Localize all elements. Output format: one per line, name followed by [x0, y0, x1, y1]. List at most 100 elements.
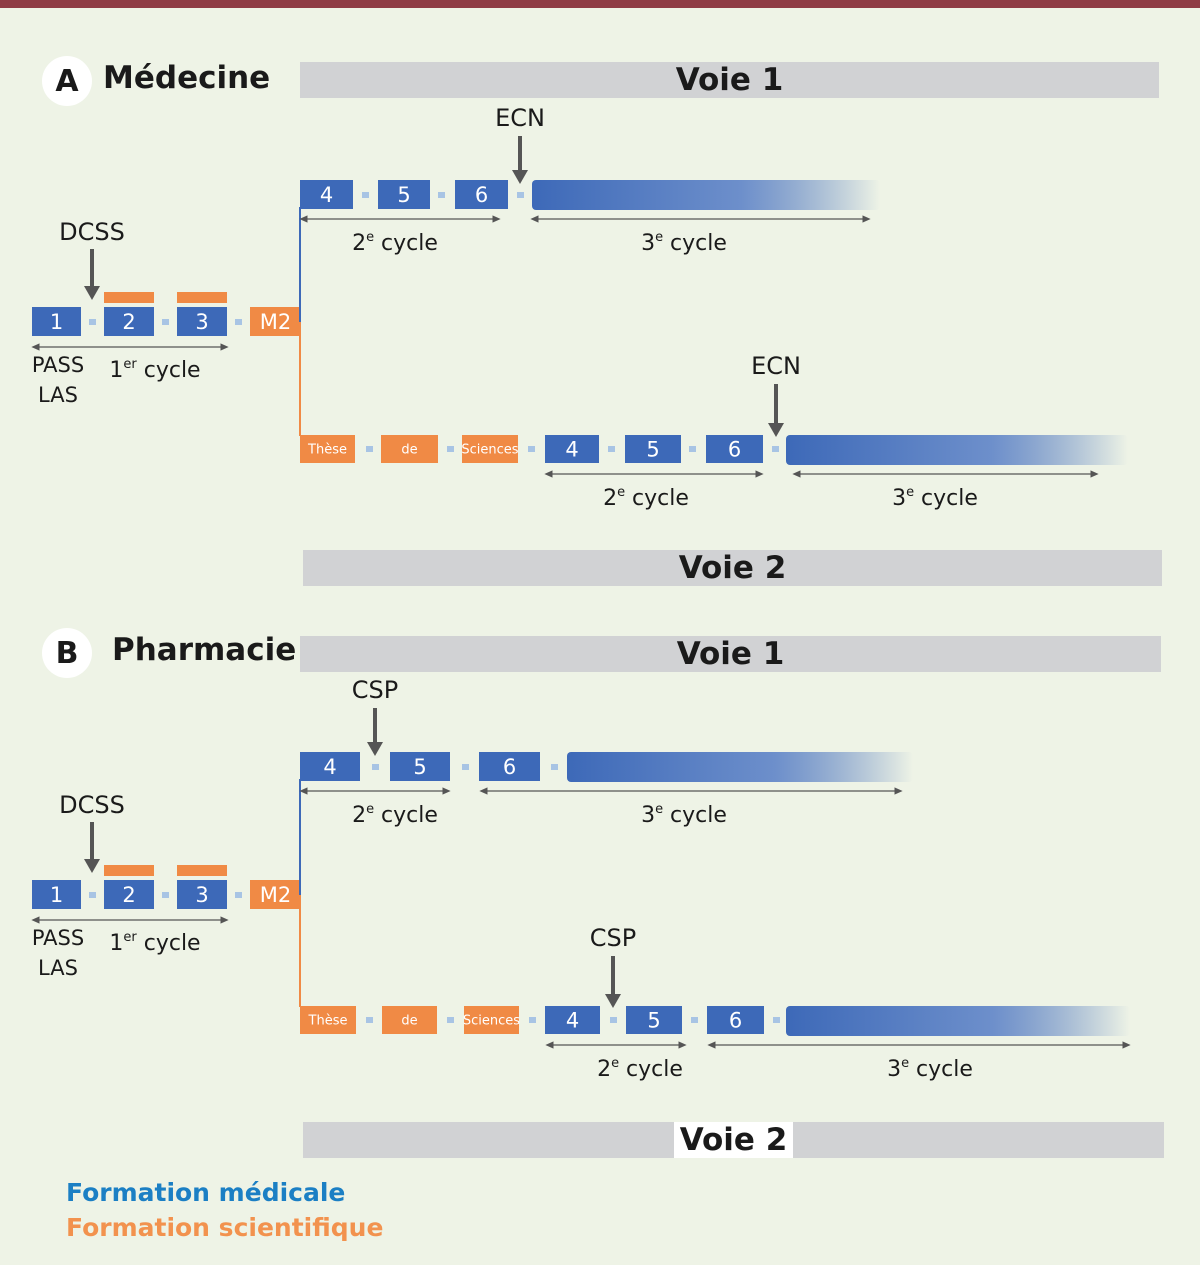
section-a-voie1-connector-1: [362, 192, 369, 198]
section-a-voie1-year-4: [300, 180, 353, 209]
section-a-year-1: [32, 307, 81, 336]
section-a-year-2-label: 2: [122, 310, 135, 334]
section-b-m2: [250, 880, 301, 909]
section-b-voie1-year-4: [300, 752, 360, 781]
section-b-badge: B: [42, 628, 92, 678]
section-b-voie2-year-6-label: 6: [729, 1009, 742, 1033]
section-b-voie1-connector-1: [372, 764, 379, 770]
section-a-voie2-exam-label: ECN: [751, 352, 801, 380]
section-a-year-3-science-bar: [177, 292, 227, 303]
section-a-voie1-connector-3: [517, 192, 524, 198]
section-a-voie2-these-2-label: de: [401, 443, 417, 458]
section-a-m2: [250, 307, 301, 336]
section-b-voie1-label: Voie 1: [676, 636, 785, 672]
section-b-voie1-cycle2-label: 2e cycle: [352, 802, 438, 828]
section-b-year-1-label: 1: [50, 883, 63, 907]
section-b-year-2-science-bar: [104, 865, 154, 876]
section-b-voie1-exam-arrow-head: [367, 742, 383, 756]
section-a-voie1-band: Voie 1: [300, 62, 1159, 98]
section-b-voie2-exam-label: CSP: [590, 924, 636, 952]
section-b-title: Pharmacie: [112, 632, 297, 668]
section-a-connector-2: [162, 319, 169, 325]
section-b-entry-las: LAS: [38, 956, 78, 980]
section-b-voie1-cycle3-bar: [567, 752, 913, 782]
section-a-year-3-label: 3: [195, 310, 208, 334]
section-b-voie2-these-1-label: Thèse: [308, 1014, 348, 1029]
section-b-voie2-connector-4: [610, 1017, 617, 1023]
section-b-voie2-band: Voie 2: [303, 1122, 1164, 1158]
section-a-connector-3: [235, 319, 242, 325]
section-a-m2-label: M2: [260, 310, 291, 334]
section-a-voie2-exam-arrow-head: [768, 423, 784, 437]
section-a-badge: A: [42, 56, 92, 106]
section-a-voie2-these-3: [462, 435, 518, 463]
section-b-year-3-science-bar: [177, 865, 227, 876]
section-a-dcss-arrow-head: [84, 286, 100, 300]
section-b-dcss-label: DCSS: [59, 791, 125, 819]
section-b-voie2-year-4-label: 4: [566, 1009, 579, 1033]
section-b-voie2-connector-2: [447, 1017, 454, 1023]
section-a-voie2-year-5: [625, 435, 681, 463]
section-a-voie2-year-5-label: 5: [646, 438, 659, 462]
section-a-year-2: [104, 307, 154, 336]
section-b-dcss-arrow-head: [84, 859, 100, 873]
section-a-voie2-these-1: [300, 435, 355, 463]
section-a-voie1-connector-2: [438, 192, 445, 198]
section-a-voie2-cycle3-bar: [786, 435, 1128, 465]
section-b-year-1: [32, 880, 81, 909]
section-a-voie2-these-2: [381, 435, 438, 463]
section-b-voie2-year-5-label: 5: [647, 1009, 660, 1033]
section-b-voie2-label: Voie 2: [673, 1122, 794, 1158]
section-b-m2-label: M2: [260, 883, 291, 907]
section-a-voie1-cycle3-bar: [532, 180, 880, 210]
section-a-voie1-year-4-label: 4: [320, 183, 333, 207]
section-b-year-2-label: 2: [122, 883, 135, 907]
section-a-connector-1: [89, 319, 96, 325]
legend-scientific: Formation scientifique: [66, 1213, 384, 1242]
section-a-voie2-connector-5: [689, 446, 696, 452]
section-b-voie2-year-6: [707, 1006, 764, 1034]
section-a-year-1-label: 1: [50, 310, 63, 334]
section-b-voie1-cycle3-label: 3e cycle: [641, 802, 727, 828]
section-a-voie1-year-5: [378, 180, 430, 209]
section-a-voie2-connector-6: [772, 446, 779, 452]
section-b-entry-pass: PASS: [32, 926, 84, 950]
section-a-voie2-label: Voie 2: [678, 550, 787, 586]
section-b-connector-1: [89, 892, 96, 898]
section-b-voie1-year-5-label: 5: [413, 755, 426, 779]
section-a-voie1-year-6-label: 6: [475, 183, 488, 207]
section-a-voie1-year-5-label: 5: [397, 183, 410, 207]
section-b-cycle1-label: 1er cycle: [109, 930, 200, 956]
section-b-voie1-band: Voie 1: [300, 636, 1161, 672]
section-a-voie2-year-6: [706, 435, 763, 463]
section-a-voie2-connector-4: [608, 446, 615, 452]
section-a-voie2-year-6-label: 6: [728, 438, 741, 462]
section-b-voie1-year-6: [479, 752, 540, 781]
section-a-entry-las: LAS: [38, 383, 78, 407]
section-b-voie1-exam-label: CSP: [352, 676, 398, 704]
section-b-voie1-year-6-label: 6: [503, 755, 516, 779]
section-b-voie2-connector-1: [366, 1017, 373, 1023]
section-a-voie2-year-4-label: 4: [565, 438, 578, 462]
section-b-voie1-connector-2: [462, 764, 469, 770]
section-a-voie1-cycle2-label: 2e cycle: [352, 230, 438, 256]
section-b-year-3: [177, 880, 227, 909]
section-a-voie2-connector-1: [366, 446, 373, 452]
section-a-voie2-cycle2-label: 2e cycle: [603, 485, 689, 511]
section-a-voie2-these-1-label: Thèse: [307, 443, 347, 458]
section-b-voie2-cycle3-label: 3e cycle: [887, 1056, 973, 1082]
section-a-year-2-science-bar: [104, 292, 154, 303]
section-a-voie2-year-4: [545, 435, 599, 463]
section-a-title: Médecine: [103, 60, 271, 96]
section-b-voie1-connector-3: [551, 764, 558, 770]
section-b-voie1-year-5: [390, 752, 450, 781]
section-b-voie2-these-3: [464, 1006, 519, 1034]
section-a-cycle1-label: 1er cycle: [109, 357, 200, 383]
section-b-voie2-year-5: [626, 1006, 682, 1034]
section-b-voie2-connector-3: [529, 1017, 536, 1023]
section-a-voie1-year-6: [455, 180, 508, 209]
section-b-year-3-label: 3: [195, 883, 208, 907]
section-a-year-3: [177, 307, 227, 336]
section-b-voie2-cycle2-label: 2e cycle: [597, 1056, 683, 1082]
